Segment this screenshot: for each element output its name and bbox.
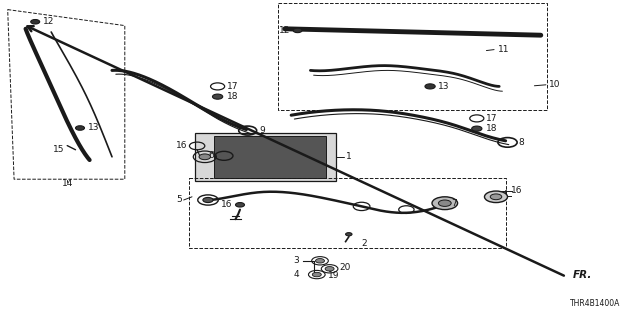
Text: 16: 16 — [221, 200, 232, 209]
Text: 2: 2 — [362, 239, 367, 248]
Text: 13: 13 — [438, 82, 449, 91]
Circle shape — [31, 20, 40, 24]
Circle shape — [432, 197, 458, 210]
Text: 17: 17 — [486, 114, 498, 123]
Text: 7: 7 — [451, 199, 457, 208]
Text: 5: 5 — [177, 196, 182, 204]
Circle shape — [203, 197, 213, 203]
Circle shape — [490, 194, 502, 200]
Circle shape — [76, 126, 84, 130]
Text: 15: 15 — [52, 145, 64, 154]
Circle shape — [199, 154, 211, 160]
Circle shape — [212, 94, 223, 99]
Text: FR.: FR. — [573, 270, 592, 280]
Text: 9: 9 — [259, 126, 265, 135]
Text: 4: 4 — [294, 270, 300, 279]
Text: 16: 16 — [176, 141, 188, 150]
Circle shape — [484, 191, 508, 203]
Circle shape — [293, 28, 302, 33]
Text: THR4B1400A: THR4B1400A — [570, 300, 621, 308]
Circle shape — [236, 203, 244, 207]
Circle shape — [425, 84, 435, 89]
Text: 11: 11 — [498, 45, 509, 54]
Text: 18: 18 — [486, 124, 498, 133]
Text: 14: 14 — [61, 180, 73, 188]
Text: 3: 3 — [294, 256, 300, 265]
Text: 13: 13 — [88, 124, 99, 132]
Text: 1: 1 — [346, 152, 351, 161]
Text: 16: 16 — [511, 186, 522, 195]
Bar — [195, 133, 336, 181]
Text: 12: 12 — [43, 17, 54, 26]
Circle shape — [312, 272, 321, 277]
Text: 8: 8 — [518, 138, 524, 147]
Circle shape — [438, 200, 451, 206]
Text: 19: 19 — [328, 271, 340, 280]
Text: 20: 20 — [339, 263, 351, 272]
Circle shape — [472, 126, 482, 131]
Text: 6: 6 — [209, 151, 214, 160]
Circle shape — [325, 267, 334, 271]
Circle shape — [316, 259, 324, 263]
Text: 12: 12 — [278, 26, 290, 35]
Text: 18: 18 — [227, 92, 239, 101]
Bar — [214, 136, 326, 178]
Text: 17: 17 — [227, 82, 239, 91]
Text: 10: 10 — [549, 80, 561, 89]
Circle shape — [346, 233, 352, 236]
